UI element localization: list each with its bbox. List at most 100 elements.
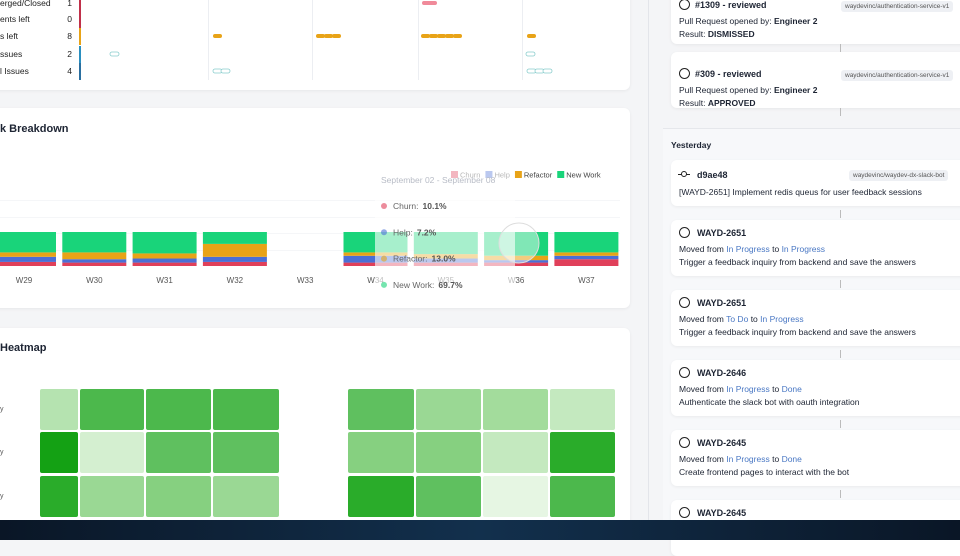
legend-swatch — [557, 171, 565, 178]
heatmap-cell — [483, 432, 548, 473]
row-bar — [79, 46, 81, 63]
bar-segment — [0, 261, 56, 266]
activity-line: Moved from In Progress to Done — [679, 454, 802, 464]
pill — [525, 51, 536, 57]
status: In Progress — [726, 384, 770, 394]
text: Moved from — [679, 384, 724, 394]
row-bar — [79, 28, 81, 45]
heatmap-cell — [348, 432, 414, 473]
legend-label: New Work — [566, 171, 601, 180]
grid-line — [0, 250, 620, 251]
connector — [840, 490, 841, 498]
status: In Progress — [726, 454, 770, 464]
grid-line — [0, 217, 620, 218]
bar-segment — [554, 232, 619, 253]
tooltip-dot — [381, 281, 387, 288]
bar-segment — [132, 262, 197, 266]
author: Engineer 2 — [773, 16, 818, 26]
bar-segment — [202, 232, 267, 244]
activity-icon — [679, 297, 690, 308]
heatmap-cell — [80, 476, 144, 517]
x-tick-label: W31 — [156, 276, 173, 285]
activity-icon — [679, 68, 690, 79]
status: To Do — [726, 314, 749, 324]
activity-title: WAYD-2646 — [697, 368, 747, 378]
bar-segment — [554, 252, 619, 256]
activity-title: WAYD-2651 — [697, 228, 747, 238]
row-bar — [79, 0, 81, 12]
heatmap-title: Heatmap — [0, 342, 47, 354]
activity-card: WAYD-2646 Moved from In Progress to Done A… — [671, 360, 960, 416]
activity-line: Result: DISMISSED — [679, 29, 755, 39]
tooltip-dot — [381, 229, 387, 236]
tooltip-name: Refactor: — [393, 254, 428, 264]
section-title: Yesterday — [671, 140, 712, 150]
status: In Progress — [781, 244, 826, 254]
legend-label: Refactor — [524, 171, 553, 180]
heatmap-row-label: y — [0, 449, 4, 456]
heatmap-row-label: y — [0, 406, 4, 413]
divider — [648, 0, 649, 520]
row-bar — [79, 63, 81, 80]
heatmap-cell — [550, 389, 615, 430]
column-line — [312, 0, 313, 80]
row-count: 1 — [67, 0, 72, 8]
activity-card: #1309 - reviewed waydevinc/authentication… — [671, 0, 960, 44]
heatmap-cell — [348, 476, 414, 517]
activity-icon — [679, 367, 690, 378]
connector — [840, 420, 841, 428]
activity-line: Trigger a feedback inquiry from backend … — [679, 257, 916, 267]
bar-segment — [202, 261, 267, 266]
grid-line — [0, 233, 620, 234]
activity-line: Trigger a feedback inquiry from backend … — [679, 327, 916, 337]
activity-icon — [679, 0, 690, 10]
heatmap-cell — [213, 476, 279, 517]
result: DISMISSED — [707, 29, 755, 39]
x-tick-label: W32 — [227, 276, 244, 285]
pill — [109, 51, 120, 57]
row-label: erged/Closed — [0, 0, 51, 8]
activity-title: WAYD-2645 — [697, 438, 747, 448]
activity-card: #309 - reviewed waydevinc/authentication-… — [671, 52, 960, 108]
row-label: l Issues — [0, 66, 29, 76]
row-bar — [79, 11, 81, 28]
repo-tag: waydevinc/waydev-dx-slack-bot — [849, 170, 949, 181]
row-label: ssues — [0, 49, 22, 59]
pill — [429, 34, 438, 38]
tooltip-name: Churn: — [393, 201, 419, 211]
heatmap-cell — [146, 389, 211, 430]
pill — [332, 34, 341, 38]
activity-title: d9ae48 — [697, 170, 728, 180]
heatmap-cell — [40, 432, 78, 473]
activity-line: Result: APPROVED — [679, 98, 756, 108]
bar-segment — [554, 255, 619, 260]
summary-card — [0, 0, 630, 90]
status: In Progress — [726, 244, 770, 254]
text: Result: — [679, 29, 708, 39]
heatmap-row-label: y — [0, 493, 4, 500]
result: APPROVED — [707, 98, 756, 108]
heatmap-cell — [416, 389, 481, 430]
grid-line — [0, 200, 620, 201]
heatmap-cell — [550, 432, 615, 473]
heatmap-cell — [80, 432, 144, 473]
text: to — [750, 314, 758, 324]
activity-card: WAYD-2645 Moved from In Progress to Done C… — [671, 430, 960, 486]
connector — [840, 280, 841, 288]
pill — [453, 34, 462, 38]
text: Moved from — [679, 314, 724, 324]
activity-icon — [679, 437, 690, 448]
tooltip-dot — [381, 203, 387, 209]
status: In Progress — [760, 314, 804, 324]
bar-segment — [132, 232, 197, 254]
connector — [840, 108, 841, 116]
pill — [324, 34, 333, 38]
bar-segment — [202, 243, 267, 257]
activity-line: Moved from In Progress to In Progress — [679, 244, 825, 254]
pill — [542, 68, 553, 74]
connector — [840, 350, 841, 358]
activity-card: WAYD-2651 Moved from In Progress to In Pr… — [671, 220, 960, 276]
legend-swatch — [514, 171, 522, 178]
connector — [840, 44, 841, 52]
tooltip — [375, 168, 515, 298]
